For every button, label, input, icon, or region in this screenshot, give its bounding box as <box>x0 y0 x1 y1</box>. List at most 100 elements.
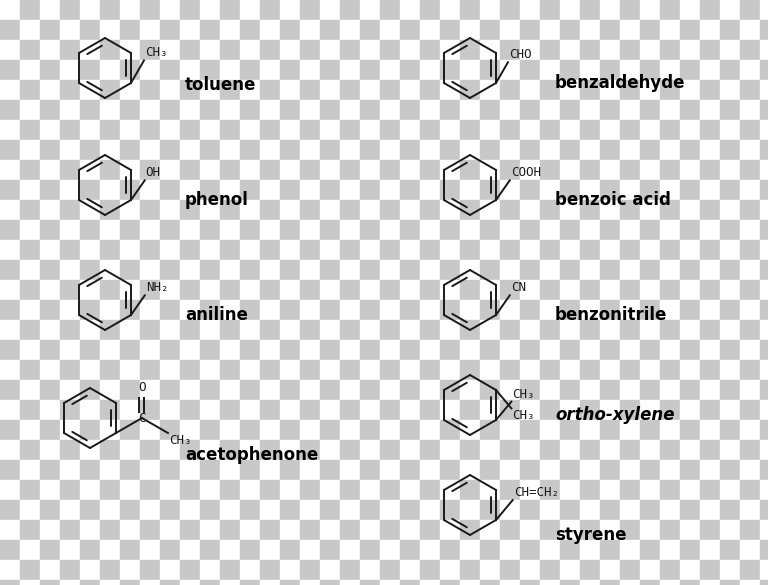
Bar <box>720 220 740 240</box>
Bar <box>720 440 740 460</box>
Bar <box>640 40 660 60</box>
Bar <box>160 40 180 60</box>
Bar <box>120 0 140 20</box>
Bar <box>420 260 440 280</box>
Bar <box>480 140 500 160</box>
Bar <box>660 0 680 20</box>
Bar <box>640 0 660 20</box>
Bar <box>460 40 480 60</box>
Bar <box>540 140 560 160</box>
Bar <box>220 60 240 80</box>
Bar <box>180 80 200 100</box>
Bar <box>40 120 60 140</box>
Bar <box>700 60 720 80</box>
Bar <box>280 420 300 440</box>
Bar <box>160 140 180 160</box>
Bar <box>200 20 220 40</box>
Bar <box>40 420 60 440</box>
Bar <box>640 100 660 120</box>
Bar <box>360 120 380 140</box>
Bar <box>360 280 380 300</box>
Bar <box>460 180 480 200</box>
Bar <box>60 320 80 340</box>
Bar <box>580 220 600 240</box>
Bar <box>440 0 460 20</box>
Bar <box>160 380 180 400</box>
Bar <box>200 580 220 585</box>
Bar <box>460 20 480 40</box>
Bar <box>460 280 480 300</box>
Bar <box>740 300 760 320</box>
Bar <box>620 420 640 440</box>
Bar <box>580 480 600 500</box>
Bar <box>540 240 560 260</box>
Bar <box>740 220 760 240</box>
Bar <box>100 360 120 380</box>
Bar <box>120 40 140 60</box>
Bar <box>120 300 140 320</box>
Bar <box>180 320 200 340</box>
Bar <box>620 60 640 80</box>
Bar <box>720 400 740 420</box>
Bar <box>100 100 120 120</box>
Bar <box>640 160 660 180</box>
Bar <box>640 420 660 440</box>
Bar <box>0 120 20 140</box>
Bar <box>140 320 160 340</box>
Bar <box>340 60 360 80</box>
Bar <box>320 260 340 280</box>
Bar <box>140 440 160 460</box>
Bar <box>640 380 660 400</box>
Bar <box>80 180 100 200</box>
Bar <box>60 220 80 240</box>
Bar <box>760 180 768 200</box>
Bar <box>40 560 60 580</box>
Bar <box>60 20 80 40</box>
Bar <box>740 480 760 500</box>
Bar <box>220 340 240 360</box>
Bar <box>440 420 460 440</box>
Bar <box>280 100 300 120</box>
Bar <box>700 360 720 380</box>
Bar <box>420 420 440 440</box>
Bar <box>20 300 40 320</box>
Bar <box>280 140 300 160</box>
Bar <box>460 220 480 240</box>
Bar <box>500 0 520 20</box>
Bar <box>100 560 120 580</box>
Bar <box>560 280 580 300</box>
Bar <box>560 440 580 460</box>
Bar <box>140 480 160 500</box>
Bar <box>620 240 640 260</box>
Bar <box>700 20 720 40</box>
Bar <box>140 0 160 20</box>
Bar <box>700 0 720 20</box>
Bar <box>540 40 560 60</box>
Bar <box>660 320 680 340</box>
Bar <box>420 580 440 585</box>
Bar <box>440 360 460 380</box>
Bar <box>320 140 340 160</box>
Bar <box>440 120 460 140</box>
Bar <box>580 460 600 480</box>
Bar <box>400 400 420 420</box>
Bar <box>140 140 160 160</box>
Bar <box>720 0 740 20</box>
Bar <box>680 280 700 300</box>
Bar <box>100 400 120 420</box>
Bar <box>420 160 440 180</box>
Bar <box>720 240 740 260</box>
Bar <box>380 280 400 300</box>
Bar <box>440 300 460 320</box>
Bar <box>80 160 100 180</box>
Bar <box>740 100 760 120</box>
Bar <box>300 240 320 260</box>
Bar <box>680 100 700 120</box>
Bar <box>140 240 160 260</box>
Bar <box>380 40 400 60</box>
Bar <box>60 40 80 60</box>
Bar <box>140 420 160 440</box>
Bar <box>60 580 80 585</box>
Bar <box>220 380 240 400</box>
Bar <box>100 60 120 80</box>
